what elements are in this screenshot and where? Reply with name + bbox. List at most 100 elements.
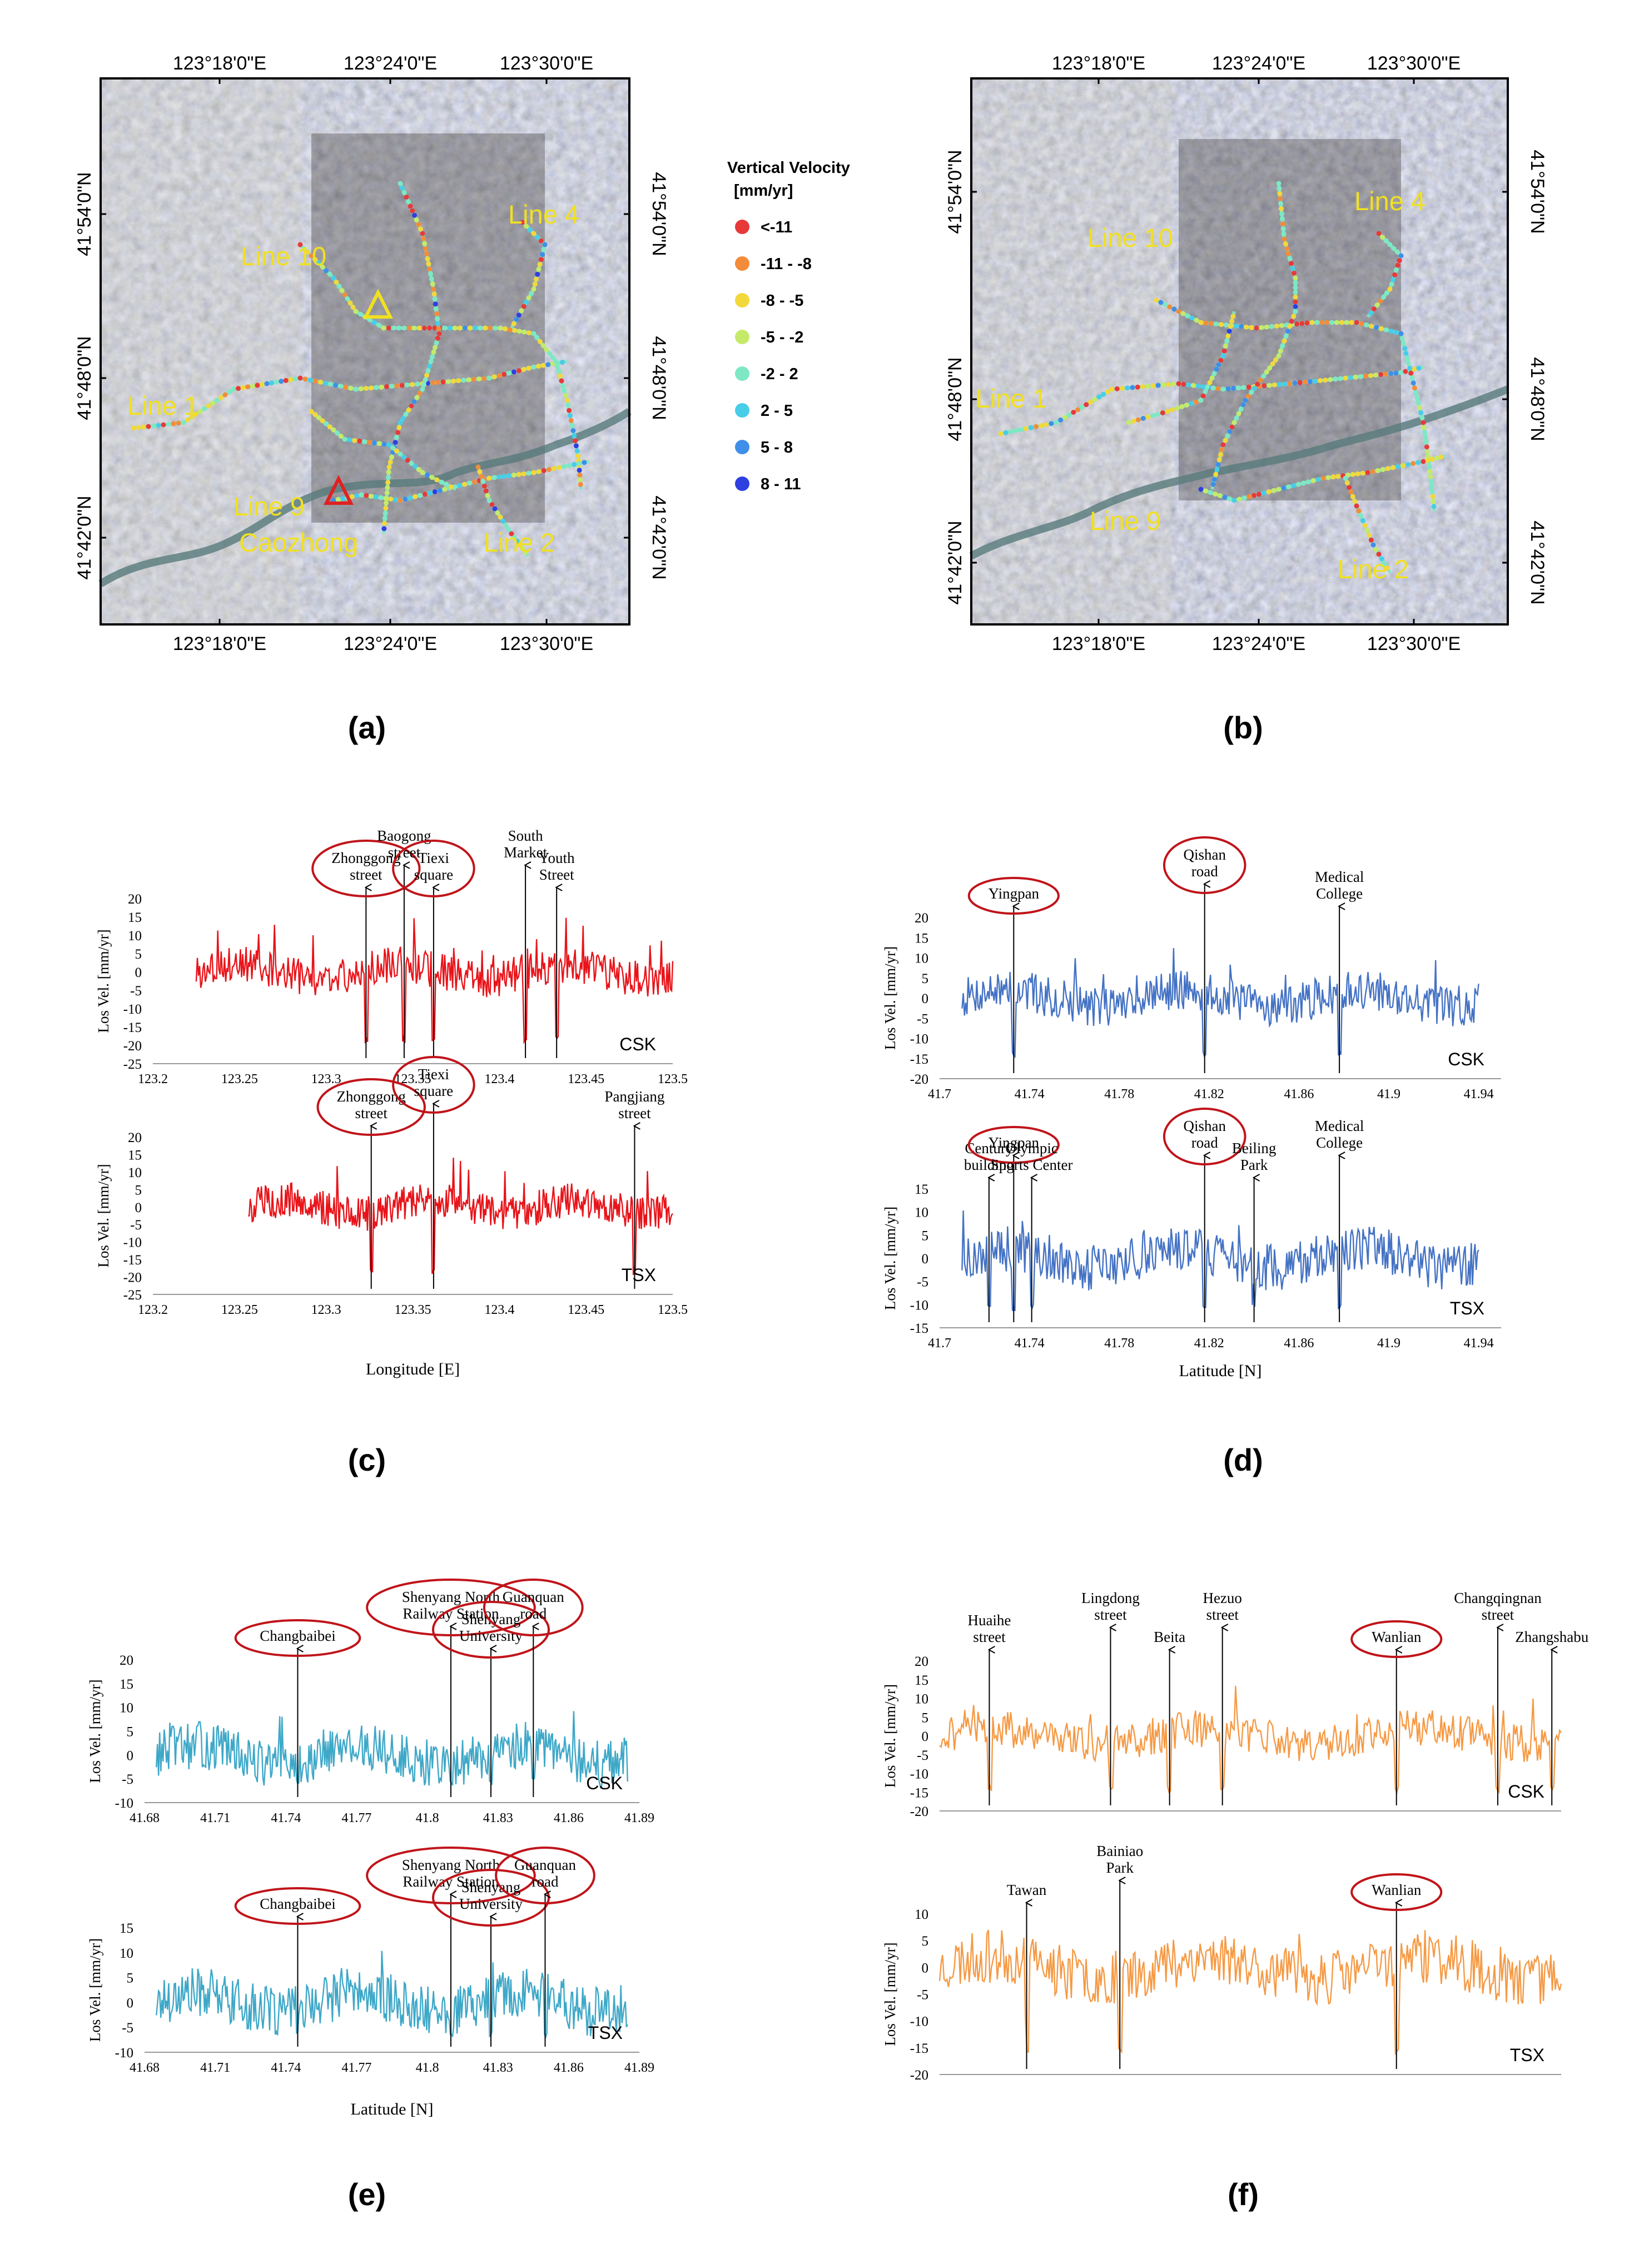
annotation-label: University [459, 1627, 523, 1644]
map-lat-tick-right: 41°54'0"N [1527, 150, 1548, 234]
y-tick-label: 10 [915, 1692, 928, 1707]
map-a: 123°18'0"E 123°18'0"E 123°24'0"E 123°24'0"E… [74, 53, 669, 654]
legend-swatch [735, 477, 749, 491]
legend-swatch [735, 293, 749, 307]
x-tick-label: 123.35 [395, 1303, 431, 1317]
annotation-label: Tiexi [418, 850, 449, 866]
y-tick-label: 5 [135, 1183, 142, 1198]
y-tick-label: 15 [915, 1182, 928, 1197]
y-tick-label: 20 [915, 1654, 928, 1669]
x-tick-label: 41.83 [483, 2061, 513, 2075]
legend-swatch [735, 403, 749, 418]
y-tick-label: -15 [910, 1052, 928, 1067]
annotation-label: South [508, 827, 544, 844]
y-tick-label: 20 [915, 911, 928, 926]
annotation-label: street [1206, 1606, 1239, 1623]
annotation-label: Zhonggong [331, 850, 401, 866]
annotation-circle [432, 1601, 550, 1659]
x-tick-label: 41.89 [624, 2061, 654, 2075]
annotation-label: street [1482, 1606, 1514, 1623]
x-tick-label: 41.68 [130, 1811, 160, 1825]
legend-swatch [735, 220, 749, 234]
y-tick-label: -20 [123, 1039, 142, 1054]
map-b-label-line1: Line 1 [976, 384, 1047, 413]
y-tick-label: 0 [922, 1252, 929, 1267]
series-line-tsx [247, 1158, 673, 1276]
y-tick-label: -15 [123, 1020, 142, 1035]
y-tick-label: -5 [917, 1275, 928, 1290]
figure-letter-f: (f) [1228, 2177, 1259, 2212]
y-tick-label: 10 [128, 929, 142, 944]
map-lat-tick-left: 41°42'0"N [74, 495, 95, 579]
annotation-label: Guanquan [514, 1857, 576, 1873]
y-tick-label: 10 [128, 1165, 142, 1180]
y-tick-label: 0 [127, 1748, 134, 1763]
x-tick-label: 123.5 [658, 1303, 688, 1317]
y-tick-label: -25 [123, 1288, 142, 1303]
map-lon-tick-bottom: 123°18'0"E [173, 633, 266, 654]
annotation-label: Medical [1315, 869, 1364, 885]
map-a-yellow-triangle-marker [363, 289, 393, 319]
map-lon-tick-bottom: 123°24'0"E [1212, 633, 1305, 654]
map-b-label-line10: Line 10 [1087, 223, 1173, 252]
annotation-label: College [1316, 1134, 1363, 1151]
legend-label: <-11 [761, 219, 792, 236]
map-a-label-line10: Line 10 [241, 241, 326, 271]
x-tick-label: 41.86 [554, 1811, 584, 1825]
sensor-label: CSK [1508, 1781, 1544, 1802]
y-tick-label: 10 [120, 1946, 133, 1961]
x-tick-label: 41.78 [1104, 1087, 1134, 1101]
annotation-label: Yingpan [989, 885, 1040, 902]
y-tick-label: -15 [123, 1253, 142, 1268]
sensor-label: TSX [588, 2023, 623, 2043]
annotation-label: Zhangshabu [1515, 1629, 1588, 1645]
series-line-csk [939, 1685, 1562, 1795]
series-line-csk [961, 948, 1479, 1059]
annotation-label: road [1191, 863, 1218, 880]
y-tick-label: -20 [123, 1271, 142, 1286]
map-b-label-line4: Line 4 [1354, 186, 1426, 216]
y-tick-label: -10 [910, 1767, 928, 1782]
annotation-circle [366, 1847, 536, 1904]
annotation-label: Huaihe [967, 1612, 1011, 1629]
legend-swatch [735, 256, 749, 271]
map-b-labels: Line 10 Line 4 Line 1 Line 9 Line 2 [976, 186, 1426, 584]
y-tick-label: -10 [115, 2046, 133, 2061]
y-tick-label: -10 [115, 1796, 133, 1811]
y-tick-label: -10 [910, 1298, 928, 1313]
y-tick-label: 0 [135, 965, 142, 980]
y-axis-label: Los Vel. [mm/yr] [882, 946, 898, 1050]
map-a-label-caozhong: Caozhong [239, 528, 358, 557]
annotation-circle [967, 1126, 1060, 1164]
x-tick-label: 41.71 [200, 1811, 230, 1825]
y-tick-label: 10 [915, 951, 928, 966]
annotation-label: street [973, 1629, 1006, 1645]
map-b-metro-lines [998, 181, 1446, 574]
annotation-label: Tawan [1007, 1882, 1047, 1898]
x-tick-label: 41.74 [271, 1811, 301, 1825]
annotation-label: Qishan [1183, 846, 1226, 863]
x-tick-label: 41.7 [928, 1336, 951, 1351]
x-tick-label: 41.82 [1194, 1336, 1224, 1351]
x-tick-label: 123.5 [658, 1072, 688, 1086]
legend-title-line1: Vertical Velocity [727, 159, 850, 177]
annotation-circle [234, 1619, 361, 1657]
annotation-label: street [618, 1105, 651, 1121]
annotation-label: street [1094, 1606, 1127, 1623]
sensor-label: TSX [1450, 1298, 1484, 1318]
x-tick-label: 41.71 [200, 2061, 230, 2075]
map-a-frame [100, 77, 630, 626]
sensor-label: CSK [586, 1773, 623, 1793]
x-tick-label: 123.4 [484, 1072, 514, 1086]
map-lat-tick-right: 41°42'0"N [648, 495, 669, 579]
x-tick-label: 41.78 [1104, 1336, 1134, 1351]
map-lat-tick-left: 41°48'0"N [945, 357, 966, 441]
y-tick-label: 5 [922, 1710, 929, 1725]
